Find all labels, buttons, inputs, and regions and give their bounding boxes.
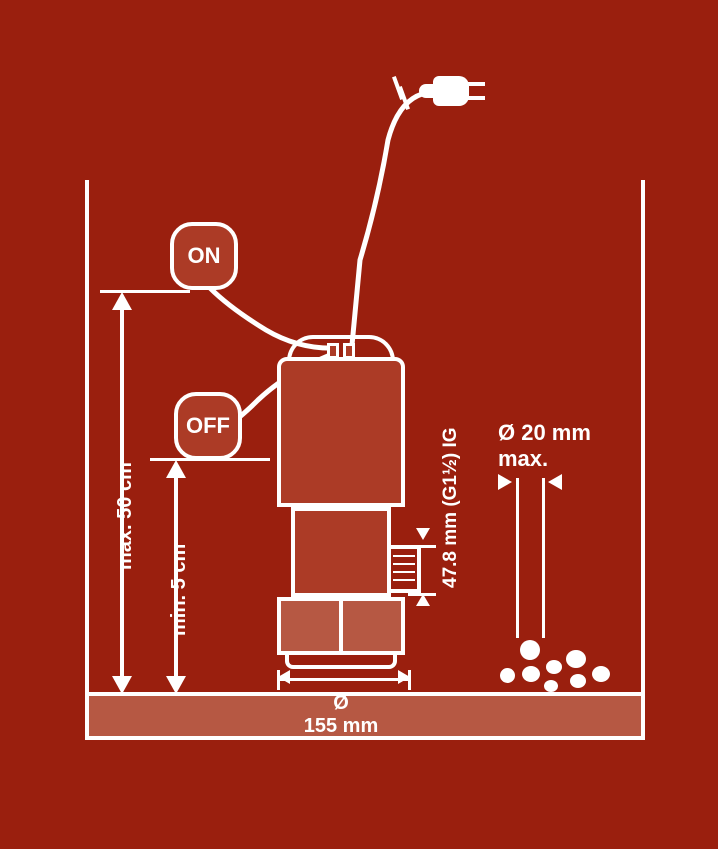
particle-arrow-right (548, 474, 562, 490)
outlet-tick-top (408, 545, 436, 548)
particle-max-label: max. (498, 446, 548, 472)
min-travel-label: min. 5 cm (168, 544, 191, 636)
pump-width-value: 155 mm (304, 715, 379, 737)
pump-body (277, 335, 405, 693)
off-label: OFF (186, 413, 230, 439)
max-travel-label: max. 50 cm (114, 462, 137, 570)
max-arrow-down (112, 676, 132, 694)
pump-outlet-thread (391, 545, 421, 593)
outlet-tick-bottom (408, 593, 436, 596)
particle-arrow-left (498, 474, 512, 490)
outlet-arrow-down (416, 528, 430, 540)
pump-middle-housing (291, 507, 391, 597)
pump-spec-diagram: max. 50 cm min. 5 cm ON OFF Ø (0, 0, 718, 849)
pump-width-dimension: Ø 155 mm (277, 670, 405, 738)
pump-upper-housing (277, 357, 405, 507)
pump-width-symbol: Ø (333, 692, 349, 714)
pump-intake-base (277, 597, 405, 655)
pump-foot (285, 655, 397, 669)
float-switch-off: OFF (174, 392, 242, 460)
outlet-dimension-label: 47.8 mm (G1½) IG (440, 427, 462, 588)
particle-diameter-label: Ø 20 mm (498, 420, 591, 446)
particle-cluster (500, 640, 620, 696)
on-label: ON (188, 243, 221, 269)
particle-guide-right (542, 478, 545, 638)
power-plug-icon (415, 68, 475, 116)
float-switch-on: ON (170, 222, 238, 290)
min-arrow-down (166, 676, 186, 694)
particle-guide-left (516, 478, 519, 638)
